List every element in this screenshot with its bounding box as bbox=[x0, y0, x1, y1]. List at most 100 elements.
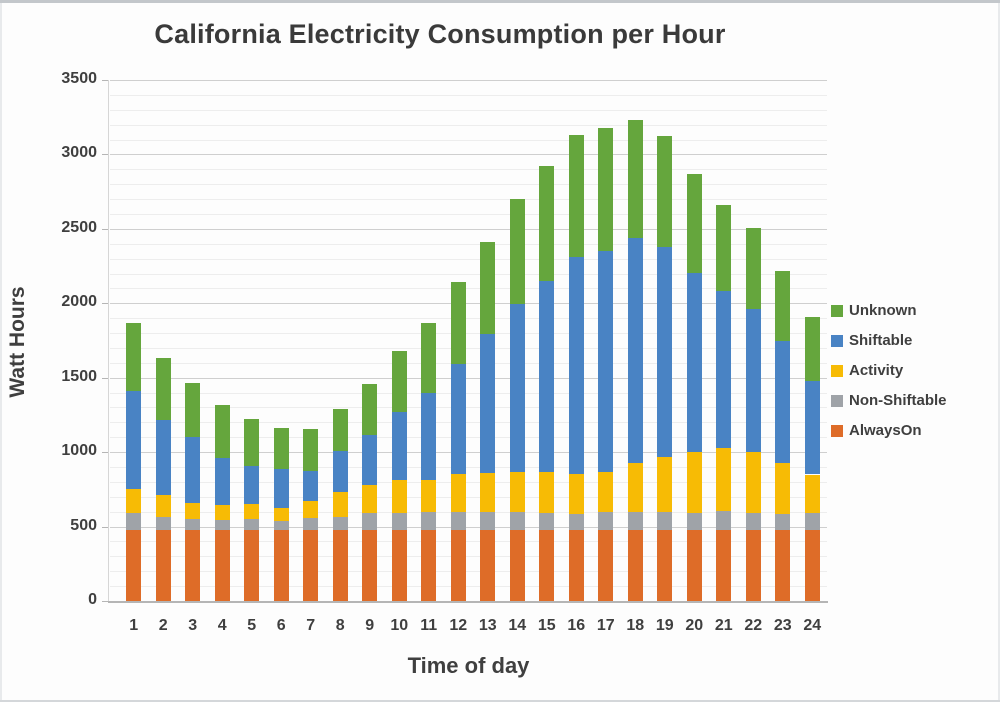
bar-segment-non-shiftable bbox=[568, 513, 584, 530]
y-tick-label: 2500 bbox=[61, 218, 97, 236]
y-tick-label: 1500 bbox=[61, 367, 97, 385]
bar-segment-alwayson bbox=[450, 529, 466, 601]
bar-segment-unknown bbox=[568, 135, 584, 258]
y-tick-label: 3000 bbox=[61, 144, 97, 162]
minor-gridline bbox=[110, 437, 827, 439]
bar-segment-shiftable bbox=[273, 469, 289, 508]
bar-segment-activity bbox=[509, 472, 525, 512]
bar-segment-unknown bbox=[244, 419, 260, 466]
minor-gridline bbox=[110, 541, 827, 543]
stacked-bar-hour-5 bbox=[244, 419, 260, 601]
stacked-bar-hour-1 bbox=[126, 322, 142, 601]
x-tick-label: 4 bbox=[217, 617, 227, 634]
bar-segment-activity bbox=[686, 452, 702, 514]
bar-segment-alwayson bbox=[775, 529, 791, 601]
minor-gridline bbox=[110, 199, 827, 201]
legend-swatch-icon bbox=[831, 364, 843, 377]
bar-segment-alwayson bbox=[332, 529, 348, 601]
bar-segment-non-shiftable bbox=[716, 510, 732, 530]
x-tick-label: 21 bbox=[714, 617, 733, 634]
bar-segment-alwayson bbox=[126, 529, 142, 601]
bar-segment-non-shiftable bbox=[421, 511, 437, 530]
major-gridline bbox=[110, 526, 827, 528]
y-tick-mark bbox=[102, 377, 108, 379]
bar-segment-unknown bbox=[273, 427, 289, 470]
bar-segment-shiftable bbox=[362, 435, 378, 485]
bar-segment-non-shiftable bbox=[155, 516, 171, 530]
legend-swatch-icon bbox=[831, 304, 843, 317]
bar-segment-shiftable bbox=[804, 380, 820, 475]
minor-gridline bbox=[110, 362, 827, 364]
bar-segment-shiftable bbox=[185, 436, 201, 503]
bar-segment-alwayson bbox=[598, 529, 614, 601]
minor-gridline bbox=[110, 94, 827, 96]
bar-segment-unknown bbox=[421, 322, 437, 394]
y-tick-mark bbox=[102, 526, 108, 528]
legend-swatch-icon bbox=[831, 424, 843, 437]
bar-segment-activity bbox=[273, 507, 289, 521]
bar-segment-alwayson bbox=[745, 529, 761, 601]
stacked-bar-hour-8 bbox=[332, 408, 348, 601]
bar-segment-unknown bbox=[303, 429, 319, 471]
bar-segment-alwayson bbox=[509, 529, 525, 601]
stacked-bar-hour-11 bbox=[421, 322, 437, 601]
x-tick-label: 19 bbox=[655, 617, 674, 634]
y-tick-mark bbox=[102, 601, 108, 602]
x-tick-label: 12 bbox=[449, 617, 468, 634]
bar-segment-shiftable bbox=[244, 465, 260, 504]
minor-gridline bbox=[110, 347, 827, 349]
minor-gridline bbox=[110, 586, 827, 588]
bar-segment-alwayson bbox=[716, 529, 732, 601]
y-axis-line bbox=[108, 80, 109, 601]
x-tick-label: 9 bbox=[365, 617, 375, 634]
bar-segment-shiftable bbox=[450, 364, 466, 475]
x-axis-line bbox=[108, 601, 828, 603]
stacked-bar-hour-18 bbox=[627, 120, 643, 601]
x-tick-label: 20 bbox=[685, 617, 704, 634]
stacked-bar-hour-23 bbox=[775, 270, 791, 601]
minor-gridline bbox=[110, 124, 827, 126]
legend-swatch-icon bbox=[831, 334, 843, 347]
bar-segment-unknown bbox=[686, 173, 702, 273]
stacked-bar-hour-4 bbox=[214, 405, 230, 601]
bar-segment-non-shiftable bbox=[214, 519, 230, 530]
bar-segment-activity bbox=[391, 479, 407, 514]
stacked-bar-hour-9 bbox=[362, 383, 378, 601]
y-tick-label: 500 bbox=[70, 516, 97, 534]
legend-label: Shiftable bbox=[849, 332, 913, 349]
bar-segment-alwayson bbox=[303, 529, 319, 601]
bar-segment-shiftable bbox=[332, 450, 348, 493]
stacked-bar-hour-10 bbox=[391, 350, 407, 601]
bar-segment-unknown bbox=[598, 127, 614, 252]
x-tick-label: 24 bbox=[803, 617, 822, 634]
bar-segment-unknown bbox=[804, 317, 820, 381]
major-gridline bbox=[110, 154, 827, 156]
bar-segment-non-shiftable bbox=[391, 513, 407, 530]
major-gridline bbox=[110, 228, 827, 230]
bar-segment-non-shiftable bbox=[745, 513, 761, 530]
x-tick-label: 8 bbox=[335, 617, 345, 634]
bar-segment-alwayson bbox=[273, 529, 289, 601]
minor-gridline bbox=[110, 318, 827, 320]
bar-segment-activity bbox=[362, 484, 378, 514]
bar-segment-unknown bbox=[214, 405, 230, 459]
bar-segment-activity bbox=[745, 452, 761, 514]
bar-segment-non-shiftable bbox=[185, 519, 201, 530]
stacked-bar-hour-24 bbox=[804, 317, 820, 601]
major-gridline bbox=[110, 80, 827, 81]
minor-gridline bbox=[110, 169, 827, 171]
bar-segment-activity bbox=[126, 489, 142, 514]
bar-segment-shiftable bbox=[568, 257, 584, 474]
stacked-bar-hour-16 bbox=[568, 135, 584, 601]
bar-segment-activity bbox=[480, 473, 496, 512]
bar-segment-non-shiftable bbox=[804, 513, 820, 530]
bar-segment-alwayson bbox=[568, 529, 584, 601]
y-tick-mark bbox=[102, 452, 108, 454]
bar-segment-unknown bbox=[716, 205, 732, 292]
bar-segment-non-shiftable bbox=[627, 511, 643, 530]
bar-segment-alwayson bbox=[214, 529, 230, 601]
y-axis-title: Watt Hours bbox=[6, 286, 29, 398]
minor-gridline bbox=[110, 109, 827, 111]
minor-gridline bbox=[110, 556, 827, 558]
